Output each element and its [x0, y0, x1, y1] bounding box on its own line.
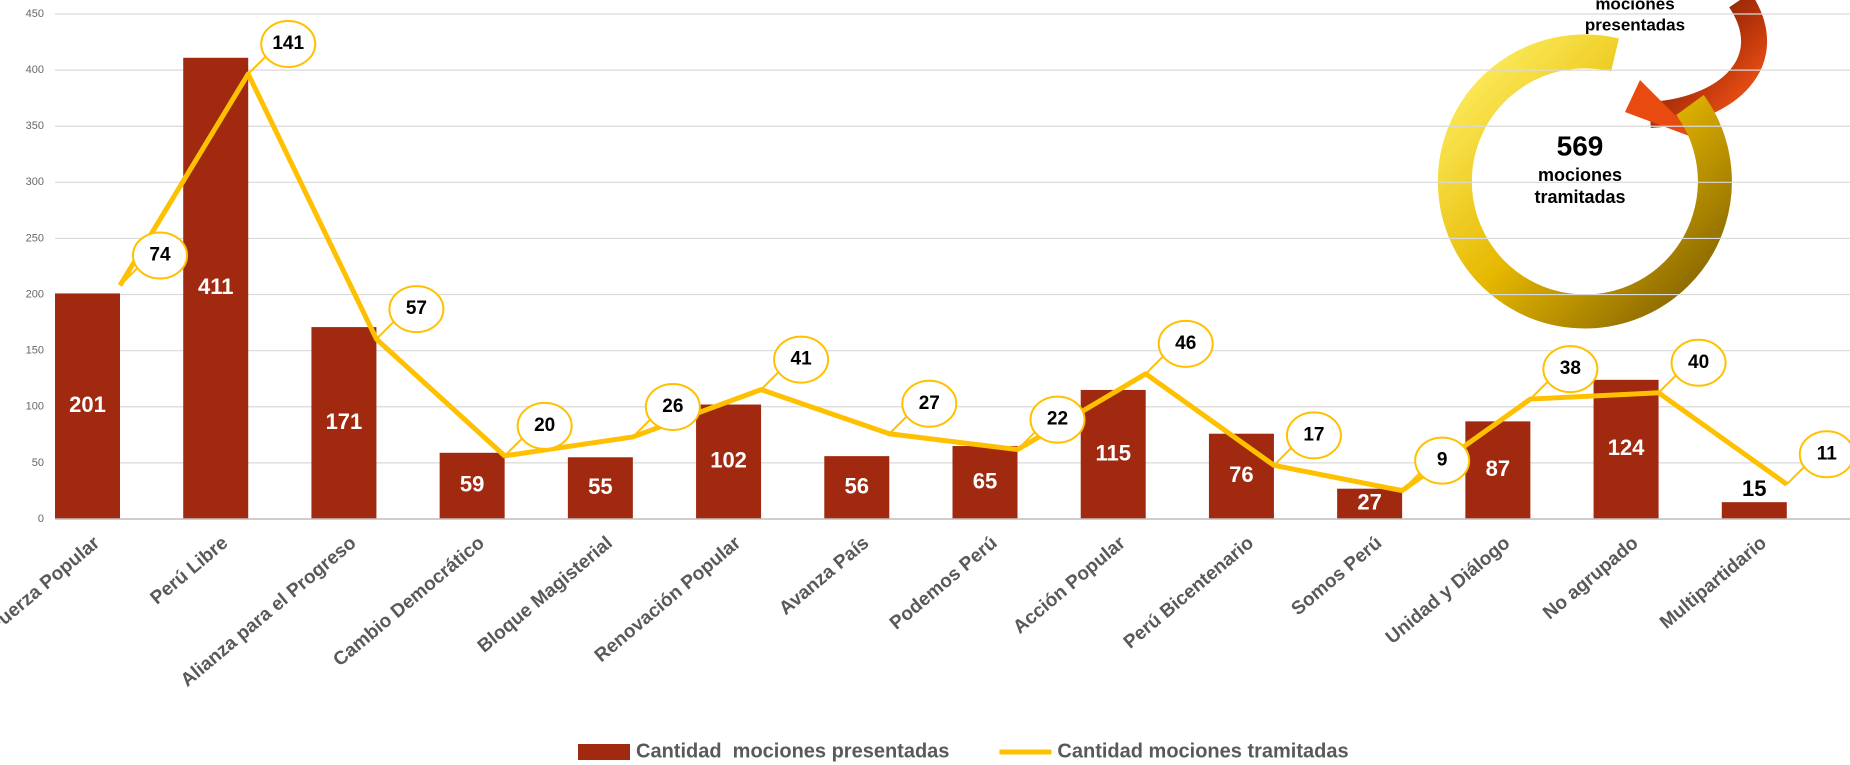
y-tick-label: 300: [26, 176, 44, 188]
x-tick-label: Renovación Popular: [591, 532, 746, 667]
bar-value-label: 65: [973, 468, 997, 493]
line-value-label: 57: [406, 298, 427, 319]
y-tick-label: 450: [26, 8, 44, 20]
line-value-label: 41: [791, 349, 813, 370]
callout: [132, 231, 188, 280]
callout: [644, 382, 701, 431]
callout: [901, 379, 958, 428]
arrow-label: presentadas: [1585, 15, 1685, 34]
x-tick-label: Unidad y Diálogo: [1382, 533, 1514, 649]
y-tick-label: 0: [38, 513, 44, 525]
arrow-head: [1625, 80, 1700, 140]
ring: [1437, 34, 1732, 329]
bar: [55, 293, 120, 519]
callout: [1542, 345, 1599, 394]
x-tick-label: No agrupado: [1539, 533, 1642, 624]
bar-value-label: 102: [710, 448, 747, 473]
ring-label: tramitadas: [1534, 187, 1625, 207]
callout: [516, 401, 573, 450]
y-tick-label: 250: [26, 232, 44, 244]
x-tick-label: Fuerza Popular: [0, 532, 104, 637]
bar-value-label: 55: [588, 474, 612, 499]
line-value-label: 38: [1560, 358, 1581, 379]
legend-label: Cantidad mociones tramitadas: [1057, 740, 1348, 762]
y-tick-label: 350: [26, 120, 44, 132]
y-tick-label: 400: [26, 64, 44, 76]
callout: [260, 19, 317, 68]
x-tick-label: Acción Popular: [1009, 532, 1130, 638]
bar-value-label: 15: [1742, 476, 1766, 501]
bar: [439, 452, 505, 519]
callout: [1029, 395, 1086, 444]
line-value-label: 22: [1047, 409, 1068, 430]
bar: [952, 446, 1018, 519]
line-value-label: 141: [272, 33, 304, 54]
bar-value-label: 124: [1608, 435, 1645, 460]
bar: [183, 57, 249, 520]
x-tick-label: Bloque Magisterial: [474, 533, 617, 658]
line-value-label: 27: [919, 393, 940, 414]
callout: [1798, 430, 1850, 479]
bar: [311, 327, 377, 519]
x-tick-label: Multipartidario: [1656, 533, 1771, 634]
bar-value-label: 59: [460, 472, 484, 497]
line: [117, 71, 1789, 494]
legend-label: Cantidad mociones presentadas: [636, 740, 949, 762]
x-tick-label: Perú Libre: [147, 533, 232, 609]
line-value-label: 9: [1437, 450, 1448, 471]
x-tick-label: Podemos Perú: [886, 533, 1001, 635]
y-tick-label: 100: [26, 401, 44, 413]
bar-value-label: 201: [69, 392, 106, 417]
y-tick-label: 150: [26, 345, 44, 357]
bar-value-label: 411: [198, 274, 234, 299]
bar: [1208, 433, 1274, 519]
y-tick-label: 50: [32, 457, 44, 469]
arrow: [1648, 0, 1767, 128]
callout: [1285, 411, 1342, 460]
line-value-label: 40: [1688, 352, 1709, 373]
callout: [773, 335, 830, 384]
bar-value-label: 115: [1095, 440, 1131, 465]
bar-value-label: 171: [326, 409, 363, 434]
line-value-label: 46: [1175, 333, 1196, 354]
bar: [696, 404, 762, 519]
line-value-label: 11: [1817, 443, 1838, 464]
line-value-label: 17: [1303, 424, 1324, 445]
bar: [1337, 488, 1403, 519]
bar: [824, 456, 890, 519]
ring-graphic: mociones presentadas 569 mociones tramit…: [1437, 0, 1767, 329]
line-value-label: 74: [149, 244, 171, 265]
bar-value-label: 27: [1357, 490, 1381, 515]
bar: [1080, 389, 1146, 519]
ring-label: mociones: [1538, 165, 1622, 185]
bar-value-label: 76: [1229, 462, 1253, 487]
bar: [1721, 502, 1787, 519]
bar-value-label: 56: [845, 473, 869, 498]
bar-value-label: 87: [1486, 456, 1510, 481]
bar: [567, 457, 633, 519]
x-tick-label: Perú Bicentenario: [1120, 533, 1258, 654]
arrow-label: mociones: [1595, 0, 1674, 13]
legend-swatch: [578, 744, 630, 760]
y-tick-label: 200: [26, 288, 44, 300]
ring-number: 569: [1557, 130, 1604, 161]
line-value-label: 26: [662, 396, 683, 417]
callout: [1157, 319, 1214, 368]
callout: [388, 285, 445, 334]
bar: [1593, 379, 1659, 519]
x-tick-label: Avanza País: [775, 533, 873, 620]
x-tick-label: Somos Perú: [1288, 533, 1386, 620]
line-value-label: 20: [534, 415, 555, 436]
callout: [1670, 338, 1727, 387]
callout: [1414, 436, 1471, 485]
